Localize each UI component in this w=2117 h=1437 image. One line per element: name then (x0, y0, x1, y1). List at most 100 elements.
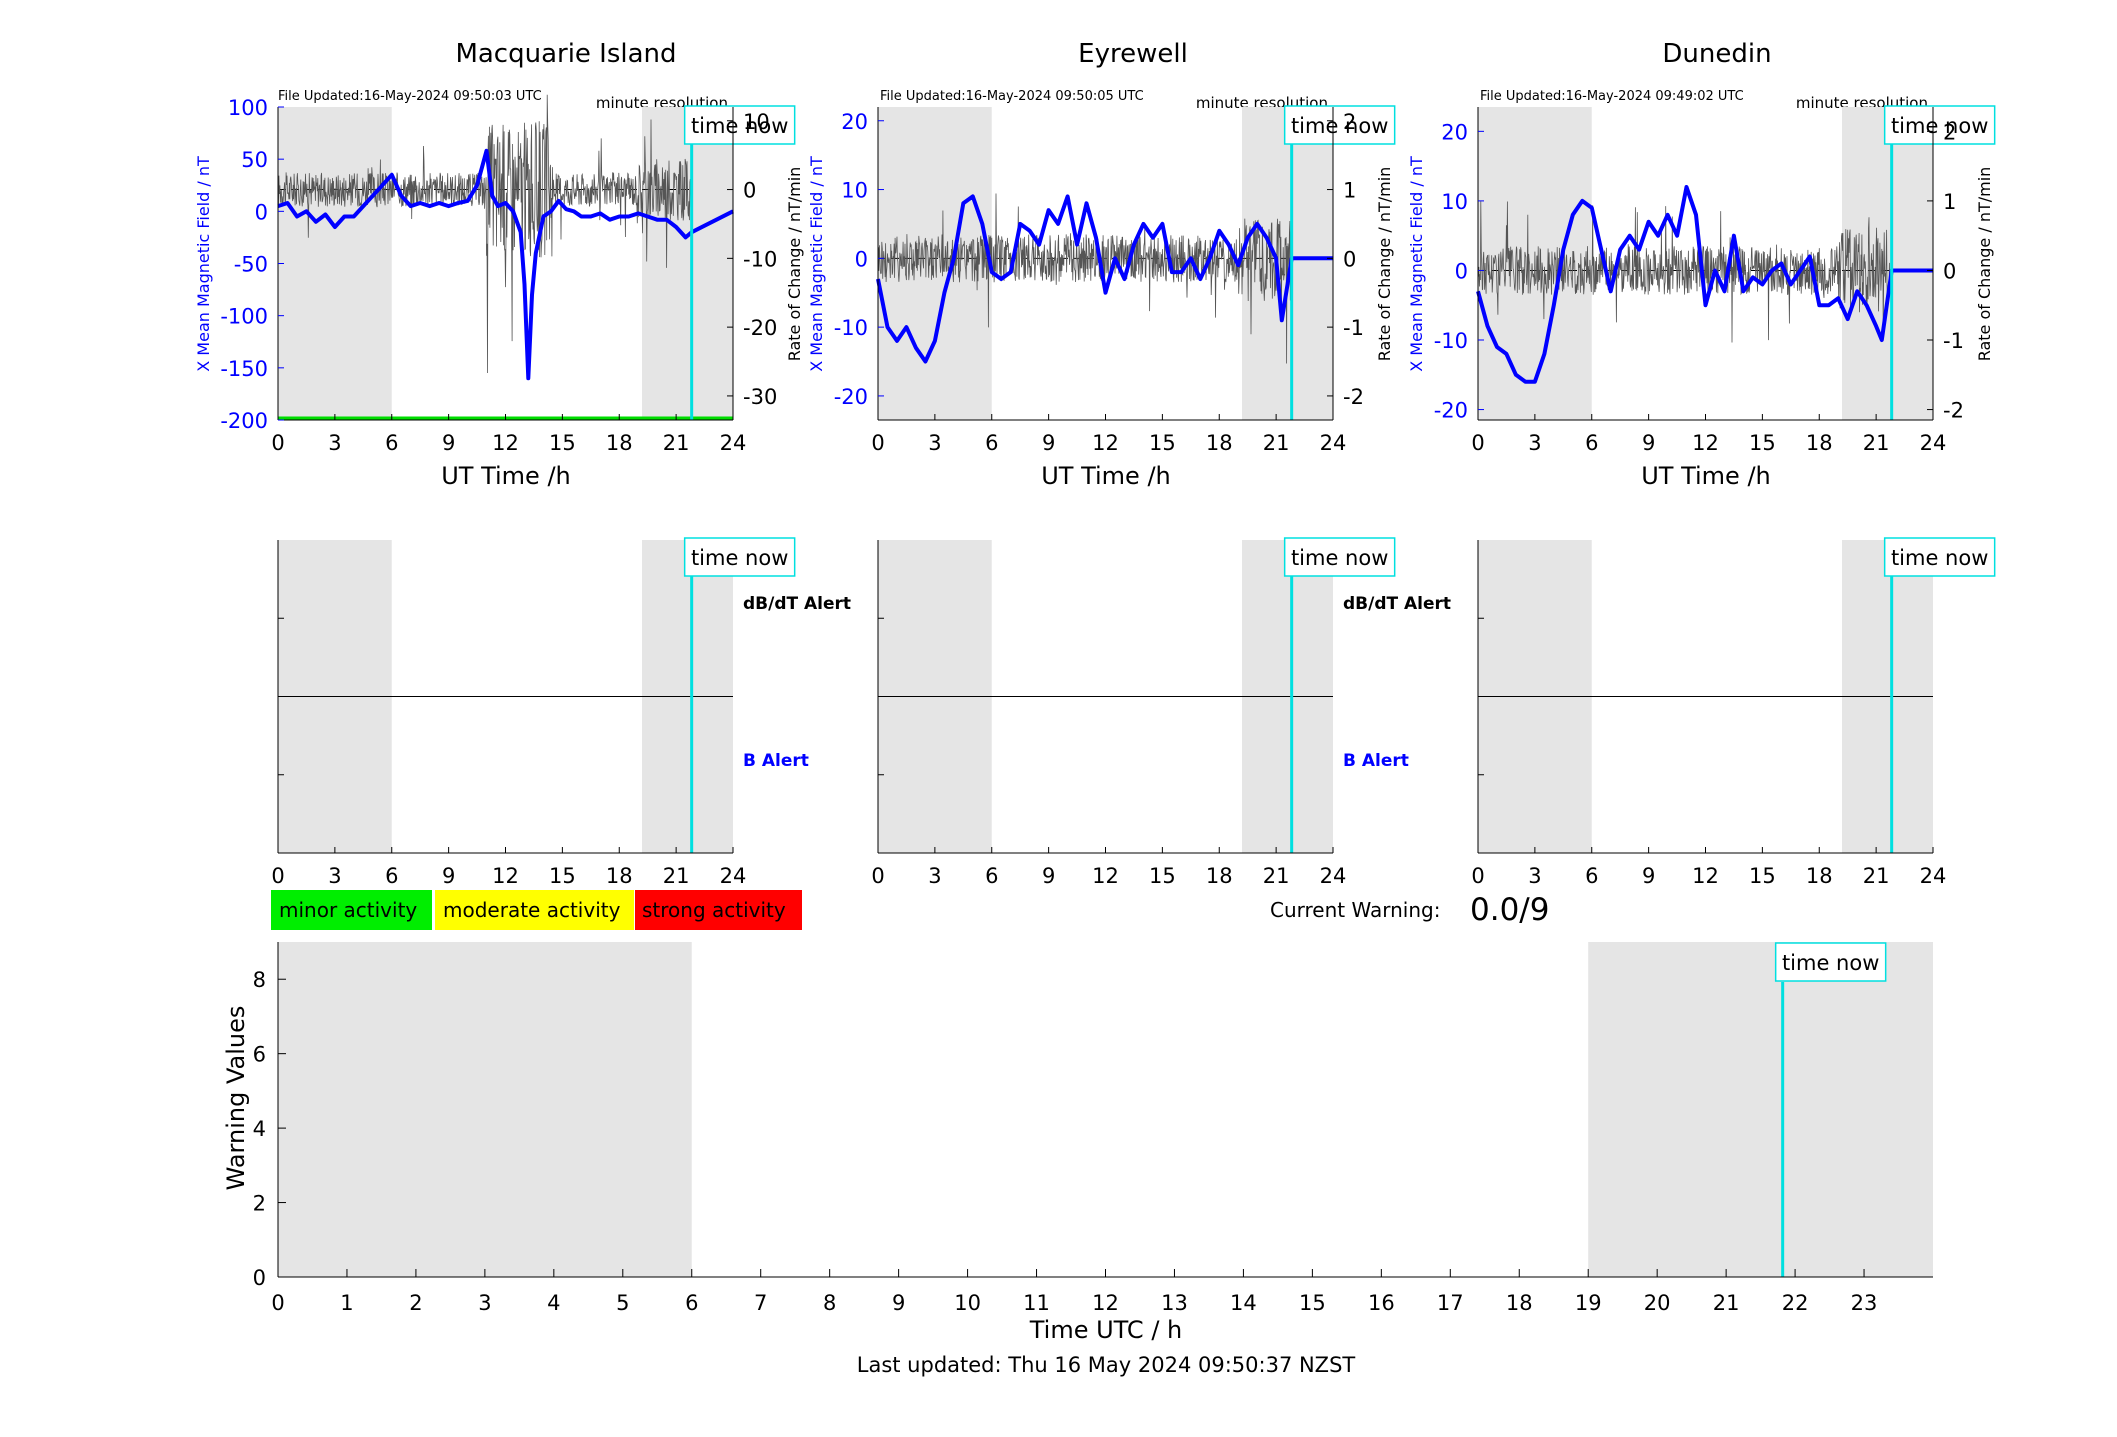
station-title-macquarie: Macquarie Island (455, 39, 676, 69)
top2-xtick-label-18: 18 (1806, 431, 1833, 455)
mid0-xtick-label-0: 0 (271, 864, 284, 888)
warn-xtick-label-17: 17 (1437, 1291, 1464, 1315)
top2-xtick-label-0: 0 (1471, 431, 1484, 455)
mid1-xtick-label-9: 9 (1042, 864, 1055, 888)
top2-xtick-label-24: 24 (1920, 431, 1947, 455)
warn-xtick-label-12: 12 (1092, 1291, 1119, 1315)
mid0-time-now-box (683, 537, 796, 577)
top0-xtick-label-9: 9 (442, 431, 455, 455)
top0-ytick-right-label--20: -20 (743, 316, 777, 340)
warn-xtick-label-5: 5 (616, 1291, 629, 1315)
mid2-xtick-label-6: 6 (1585, 864, 1598, 888)
mid2-xtick-label-3: 3 (1528, 864, 1541, 888)
rate-ylabel-dunedin: Rate of Change / nT/min (1975, 167, 1994, 362)
ut-xlabel-eyrewell: UT Time /h (1041, 462, 1171, 490)
top2-xtick-label-9: 9 (1642, 431, 1655, 455)
x-ylabel-macquarie: X Mean Magnetic Field / nT (194, 156, 213, 372)
top1-xtick-label-3: 3 (928, 431, 941, 455)
top2-ytick-right-label--2: -2 (1943, 399, 1964, 423)
legend-minor-swatch (271, 890, 432, 930)
top0-xtick-label-12: 12 (492, 431, 519, 455)
warn-xtick-label-13: 13 (1161, 1291, 1188, 1315)
top2-ytick-left-label--10: -10 (1434, 329, 1468, 353)
top1-xtick-label-12: 12 (1092, 431, 1119, 455)
top0-rate-of-change-trace (277, 94, 692, 374)
top2-ytick-right-label-1: 1 (1943, 190, 1956, 214)
current-warning-label: Current Warning: (1270, 898, 1440, 922)
mid1-xtick-label-12: 12 (1092, 864, 1119, 888)
file-updated-dunedin: File Updated:16-May-2024 09:49:02 UTC (1480, 89, 1744, 104)
top2-ytick-left-label--20: -20 (1434, 399, 1468, 423)
alert-plot-eyrewell: time now 0 3 6 9 12 15 18 21 24 (871, 537, 1396, 888)
top2-xtick-label-21: 21 (1863, 431, 1890, 455)
mid2-xtick-label-9: 9 (1642, 864, 1655, 888)
warn-xtick-label-19: 19 (1575, 1291, 1602, 1315)
alert-plot-macquarie: time now 0 3 6 9 12 15 18 21 24 (271, 537, 796, 888)
warn-xtick-label-15: 15 (1299, 1291, 1326, 1315)
mid0-xtick-label-6: 6 (385, 864, 398, 888)
top0-x-field-line (277, 148, 734, 381)
mid1-xtick-label-6: 6 (985, 864, 998, 888)
warn-xtick-label-7: 7 (754, 1291, 767, 1315)
file-updated-eyrewell: File Updated:16-May-2024 09:50:05 UTC (880, 89, 1144, 104)
top0-ytick-right-label--10: -10 (743, 247, 777, 271)
top1-ytick-left-label--10: -10 (834, 316, 868, 340)
rate-ylabel-eyrewell: Rate of Change / nT/min (1375, 167, 1394, 362)
top0-ytick-left-label-50: 50 (241, 148, 268, 172)
mid1-xtick-label-15: 15 (1149, 864, 1176, 888)
x-ylabel-dunedin: X Mean Magnetic Field / nT (1407, 156, 1426, 372)
mid0-xtick-label-15: 15 (549, 864, 576, 888)
top0-ytick-left-label--100: -100 (220, 305, 268, 329)
top2-xtick-label-6: 6 (1585, 431, 1598, 455)
top0-night-shade-0 (278, 107, 392, 420)
warn-xtick-label-4: 4 (547, 1291, 560, 1315)
warn-xtick-label-21: 21 (1713, 1291, 1740, 1315)
b-alert-label-eyrewell: B Alert (1343, 751, 1409, 771)
warn-xtick-label-3: 3 (478, 1291, 491, 1315)
rate-ylabel-macquarie: Rate of Change / nT/min (785, 167, 804, 362)
top2-time-now-label: time now (1891, 114, 1988, 138)
warn-xtick-label-9: 9 (892, 1291, 905, 1315)
top2-xtick-label-12: 12 (1692, 431, 1719, 455)
station-title-dunedin: Dunedin (1662, 39, 1771, 69)
top1-ytick-right-label-2: 2 (1343, 110, 1356, 134)
warn-ytick-label-4: 4 (253, 1117, 266, 1141)
top0-ytick-left-label--200: -200 (220, 409, 268, 433)
mid0-xtick-label-24: 24 (720, 864, 747, 888)
mid2-xtick-label-12: 12 (1692, 864, 1719, 888)
top0-ytick-right-label-10: 10 (743, 110, 770, 134)
top1-xtick-label-24: 24 (1320, 431, 1347, 455)
top2-x-field-line (1476, 185, 1933, 384)
alert-plot-dunedin: time now 0 3 6 9 12 15 18 21 24 (1471, 537, 1996, 888)
mid2-xtick-label-18: 18 (1806, 864, 1833, 888)
warn-xtick-label-20: 20 (1644, 1291, 1671, 1315)
top1-time-now-box (1283, 105, 1396, 145)
mid0-xtick-label-9: 9 (442, 864, 455, 888)
legend-moderate-swatch (435, 890, 634, 930)
warn-xtick-label-2: 2 (409, 1291, 422, 1315)
mid1-time-now-box (1283, 537, 1396, 577)
top0-xtick-label-24: 24 (720, 431, 747, 455)
activity-legend: minor activity moderate activity strong … (271, 890, 802, 930)
top1-ytick-right-label-0: 0 (1343, 247, 1356, 271)
top1-ytick-left-label-10: 10 (841, 179, 868, 203)
top1-time-now-label: time now (1291, 114, 1388, 138)
mid2-xtick-label-0: 0 (1471, 864, 1484, 888)
top1-ytick-left-label-0: 0 (855, 247, 868, 271)
mid0-xtick-label-21: 21 (663, 864, 690, 888)
top0-ytick-right-label--30: -30 (743, 385, 777, 409)
warn-ytick-label-6: 6 (253, 1043, 266, 1067)
warn-xtick-label-0: 0 (271, 1291, 284, 1315)
ut-xlabel-dunedin: UT Time /h (1641, 462, 1771, 490)
warn-xtick-label-10: 10 (954, 1291, 981, 1315)
top0-xtick-label-18: 18 (606, 431, 633, 455)
top1-ytick-right-label--2: -2 (1343, 385, 1364, 409)
top2-xtick-label-15: 15 (1749, 431, 1776, 455)
dbdt-alert-label-macquarie: dB/dT Alert (743, 594, 851, 614)
top0-ytick-left-label-100: 100 (228, 96, 268, 120)
top0-xtick-label-0: 0 (271, 431, 284, 455)
warn-ytick-label-8: 8 (253, 968, 266, 992)
